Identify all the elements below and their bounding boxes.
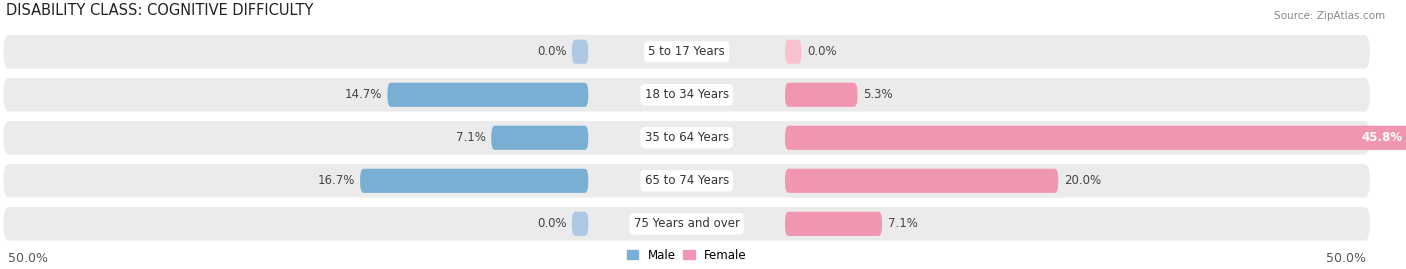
Text: 14.7%: 14.7% xyxy=(344,88,382,101)
Text: 5.3%: 5.3% xyxy=(863,88,893,101)
Text: DISABILITY CLASS: COGNITIVE DIFFICULTY: DISABILITY CLASS: COGNITIVE DIFFICULTY xyxy=(6,3,314,18)
FancyBboxPatch shape xyxy=(3,78,1369,112)
Text: 7.1%: 7.1% xyxy=(456,131,486,144)
FancyBboxPatch shape xyxy=(785,126,1406,150)
Text: 65 to 74 Years: 65 to 74 Years xyxy=(644,174,728,187)
Text: 0.0%: 0.0% xyxy=(537,45,567,58)
FancyBboxPatch shape xyxy=(785,212,882,236)
FancyBboxPatch shape xyxy=(3,164,1369,198)
FancyBboxPatch shape xyxy=(3,35,1369,69)
FancyBboxPatch shape xyxy=(3,121,1369,155)
Text: 35 to 64 Years: 35 to 64 Years xyxy=(644,131,728,144)
Text: 20.0%: 20.0% xyxy=(1064,174,1101,187)
Text: 45.8%: 45.8% xyxy=(1361,131,1403,144)
Text: 0.0%: 0.0% xyxy=(807,45,837,58)
Text: 50.0%: 50.0% xyxy=(7,252,48,265)
Text: 18 to 34 Years: 18 to 34 Years xyxy=(644,88,728,101)
Legend: Male, Female: Male, Female xyxy=(621,244,751,267)
Text: 5 to 17 Years: 5 to 17 Years xyxy=(648,45,725,58)
Text: 75 Years and over: 75 Years and over xyxy=(634,217,740,230)
FancyBboxPatch shape xyxy=(785,169,1059,193)
FancyBboxPatch shape xyxy=(491,126,588,150)
FancyBboxPatch shape xyxy=(785,83,858,107)
FancyBboxPatch shape xyxy=(3,207,1369,240)
Text: 0.0%: 0.0% xyxy=(537,217,567,230)
FancyBboxPatch shape xyxy=(360,169,588,193)
FancyBboxPatch shape xyxy=(572,40,588,64)
FancyBboxPatch shape xyxy=(572,212,588,236)
Text: Source: ZipAtlas.com: Source: ZipAtlas.com xyxy=(1274,11,1385,21)
Text: 50.0%: 50.0% xyxy=(1326,252,1365,265)
Text: 7.1%: 7.1% xyxy=(887,217,917,230)
FancyBboxPatch shape xyxy=(388,83,588,107)
Text: 16.7%: 16.7% xyxy=(318,174,354,187)
FancyBboxPatch shape xyxy=(785,40,801,64)
